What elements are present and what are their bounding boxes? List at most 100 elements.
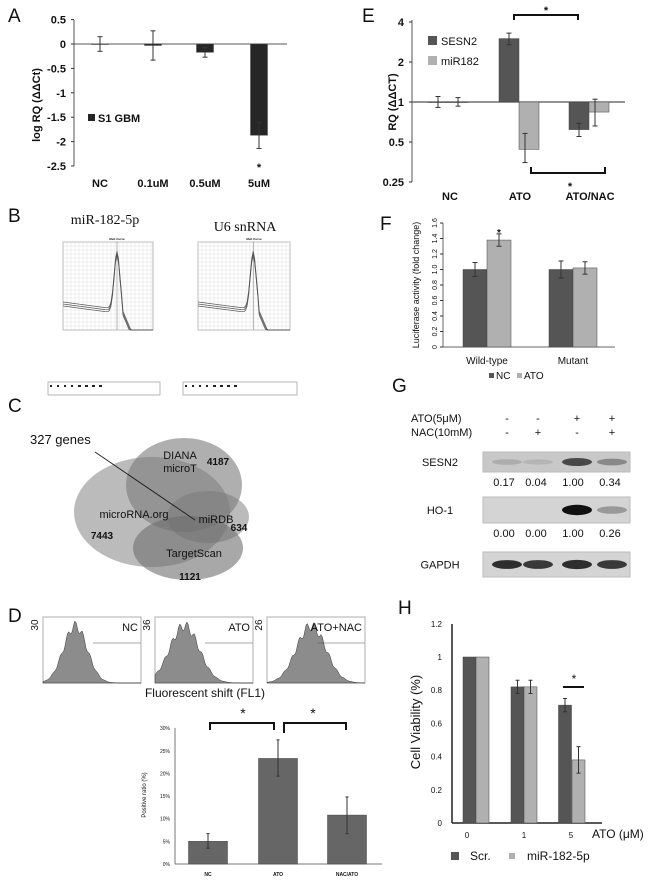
legend-swatch-scr bbox=[451, 852, 459, 860]
histogram-label: ATO bbox=[228, 622, 250, 634]
x-tick-label: 0.5uM bbox=[189, 178, 220, 190]
x-tick-label: 1 bbox=[522, 831, 527, 840]
histogram-label: NC bbox=[122, 622, 138, 634]
significance-star: * bbox=[572, 672, 577, 686]
bar-Scr.-1 bbox=[510, 686, 525, 824]
blot-strip-SESN2 bbox=[482, 451, 631, 473]
significance-bracket bbox=[530, 167, 606, 174]
x-tick-label: 0.1uM bbox=[137, 178, 168, 190]
significance-star: * bbox=[257, 162, 262, 174]
panel-b-melt-curves: miR-182-5p U6 snRNA Melt Curve Melt Curv… bbox=[47, 213, 298, 396]
melt-legend-swatch bbox=[78, 385, 81, 387]
venn-label: microRNA.org bbox=[99, 509, 168, 521]
panel-letter-a: A bbox=[8, 6, 21, 27]
y-tick-label: 30% bbox=[160, 726, 171, 732]
y-tick-label: 4 bbox=[398, 17, 405, 29]
y-tick-label: 0 bbox=[432, 345, 439, 349]
panel-letter-d: D bbox=[8, 606, 22, 627]
melt-legend-swatch bbox=[227, 385, 230, 387]
protein-band bbox=[562, 559, 592, 570]
x-tick-label: NAC/ATO bbox=[336, 872, 358, 878]
melt-curve bbox=[62, 255, 153, 331]
y-tick-label: 15% bbox=[160, 794, 171, 800]
y-tick-label: 1.0 bbox=[432, 265, 439, 275]
melt-legend-box bbox=[182, 381, 298, 396]
melt-curve bbox=[197, 255, 290, 331]
x-axis-label: ATO (μM) bbox=[592, 827, 644, 841]
bar-ATO-Wild-type bbox=[486, 239, 512, 348]
melt-legend-swatch bbox=[199, 385, 201, 387]
venn-count: 7443 bbox=[91, 531, 114, 542]
y-tick-label: 0 bbox=[438, 819, 443, 828]
venn-label: miRDB bbox=[199, 514, 234, 526]
y-tick-label: 10% bbox=[160, 817, 171, 823]
x-tick-label: NC bbox=[92, 178, 108, 190]
melt-title-u6: U6 snRNA bbox=[214, 220, 278, 235]
histogram-ATO+NAC bbox=[266, 622, 366, 684]
panel-g-western-blot: ATO(5μM) - - + + NAC(10mM) - + - + SESN2 0.17 0.04 1.… bbox=[411, 413, 631, 578]
protein-band bbox=[562, 504, 592, 516]
melt-legend-swatch bbox=[57, 385, 59, 387]
y-tick-label: 1 bbox=[438, 653, 443, 662]
bar-ATO-Mutant bbox=[572, 267, 598, 348]
histogram-x-label: Fluorescent shift (FL1) bbox=[145, 686, 265, 700]
histogram-NC bbox=[42, 620, 141, 684]
histogram-ymax: 30 bbox=[30, 619, 41, 631]
panel-e-chart: 4 2 1 0.5 0.25 NC ATO ATO/NAC SESN2 miR182 * * RQ (Δ… bbox=[383, 5, 625, 203]
y-tick-label: 0% bbox=[163, 862, 171, 868]
protein-band bbox=[492, 459, 522, 465]
melt-legend-swatch bbox=[92, 385, 95, 387]
y-tick-label: 1 bbox=[398, 97, 404, 109]
y-tick-label: 0.5 bbox=[389, 137, 404, 149]
panel-f-chart: 0 0.2 0.4 0.6 0.8 1.0 1.2 1.4 1.6 * Wild-type Mutan… bbox=[411, 218, 615, 382]
melt-title-mir182: miR-182-5p bbox=[71, 213, 139, 228]
melt-legend-swatch bbox=[50, 385, 52, 387]
panel-letter-e: E bbox=[362, 6, 375, 27]
x-tick-label: 0 bbox=[465, 831, 470, 840]
condition-sign: + bbox=[609, 413, 615, 425]
y-tick-label: -1.5 bbox=[47, 112, 66, 124]
melt-plot-title: Melt Curve bbox=[109, 237, 125, 241]
panel-h-chart: 0 0.2 0.4 0.6 0.8 1 1.2 * 0 1 5 ATO (μM) Scr. miR-182… bbox=[408, 620, 644, 863]
panel-d: 0% 5% 10% 15% 20% 25% 30% NC ATO NAC/ATO * * Positiv… bbox=[30, 616, 382, 878]
y-tick-label: -2.5 bbox=[47, 161, 66, 173]
histogram-ATO bbox=[154, 621, 253, 684]
band-quantification: 0.34 bbox=[599, 477, 620, 489]
venn-count: 634 bbox=[231, 523, 248, 534]
band-quantification: 0.26 bbox=[599, 528, 620, 540]
legend-label: SESN2 bbox=[441, 36, 477, 48]
y-tick-label: 5% bbox=[163, 839, 171, 845]
y-tick-label: 1.2 bbox=[431, 620, 443, 629]
band-quantification: 1.00 bbox=[562, 528, 583, 540]
protein-band bbox=[523, 459, 553, 465]
venn-count: 4187 bbox=[207, 457, 230, 468]
y-tick-label: 1.2 bbox=[432, 249, 439, 259]
protein-band bbox=[562, 458, 592, 466]
condition-sign: + bbox=[574, 413, 580, 425]
y-axis-label: Luciferase activity (fold change) bbox=[411, 222, 421, 349]
y-tick-label: 0.8 bbox=[432, 280, 439, 290]
legend-label: Scr. bbox=[470, 849, 491, 863]
y-tick-label: 0.25 bbox=[383, 177, 404, 189]
legend-swatch-ato bbox=[517, 373, 522, 378]
venn-callout: 327 genes bbox=[30, 432, 91, 447]
legend-label: NC bbox=[496, 371, 510, 382]
condition-label: NAC(10mM) bbox=[411, 427, 472, 439]
band-quantification: 0.04 bbox=[525, 477, 546, 489]
legend-label: ATO bbox=[524, 371, 544, 382]
legend-swatch-mir182 bbox=[428, 56, 437, 65]
panel-letter-f: F bbox=[380, 214, 392, 235]
histogram-ymax: 36 bbox=[142, 619, 153, 631]
panel-letter-c: C bbox=[8, 396, 22, 417]
significance-star: * bbox=[568, 181, 573, 193]
bar-5uM bbox=[250, 43, 268, 136]
band-quantification: 0.00 bbox=[493, 528, 514, 540]
y-tick-label: 1.4 bbox=[432, 234, 439, 244]
y-tick-label: 0.4 bbox=[431, 753, 443, 762]
melt-legend-swatch bbox=[213, 385, 216, 387]
band-quantification: 0.00 bbox=[525, 528, 546, 540]
blot-label: HO-1 bbox=[427, 505, 453, 517]
x-tick-label: ATO/NAC bbox=[565, 191, 614, 203]
